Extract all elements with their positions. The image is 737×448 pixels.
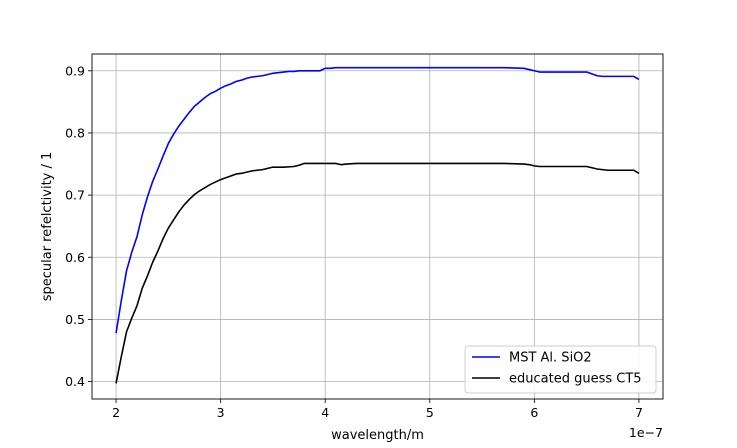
y-tick-label: 0.5 — [65, 312, 85, 327]
x-tick-label: 7 — [635, 405, 643, 420]
legend-label-1: MST Al. SiO2 — [509, 351, 592, 366]
legend: MST Al. SiO2 educated guess CT5 — [464, 345, 657, 394]
series-layer — [115, 66, 640, 384]
y-tick-label: 0.4 — [65, 374, 85, 389]
y-tick-label: 0.8 — [65, 125, 85, 140]
x-axis-label: wavelength/m — [331, 428, 424, 443]
y-tick-label: 0.6 — [65, 250, 85, 265]
y-tick-label: 0.7 — [65, 188, 85, 203]
y-tick-label: 0.9 — [65, 63, 85, 78]
x-tick-label: 4 — [321, 405, 329, 420]
x-tick-label: 6 — [530, 405, 538, 420]
x-axis: 2 3 4 5 6 7 — [112, 399, 643, 420]
legend-label-2: educated guess CT5 — [509, 372, 642, 387]
series-line-1 — [115, 66, 640, 334]
x-axis-offset-text: 1e−7 — [629, 425, 663, 440]
legend-frame — [464, 345, 657, 394]
x-tick-label: 2 — [112, 405, 120, 420]
series-line-2 — [115, 162, 640, 384]
y-axis: 0.4 0.5 0.6 0.7 0.8 0.9 — [65, 63, 92, 389]
x-tick-label: 5 — [426, 405, 434, 420]
y-axis-label: specular refelctivity / 1 — [40, 152, 55, 302]
plot-area-frame — [91, 53, 664, 400]
x-tick-label: 3 — [217, 405, 225, 420]
